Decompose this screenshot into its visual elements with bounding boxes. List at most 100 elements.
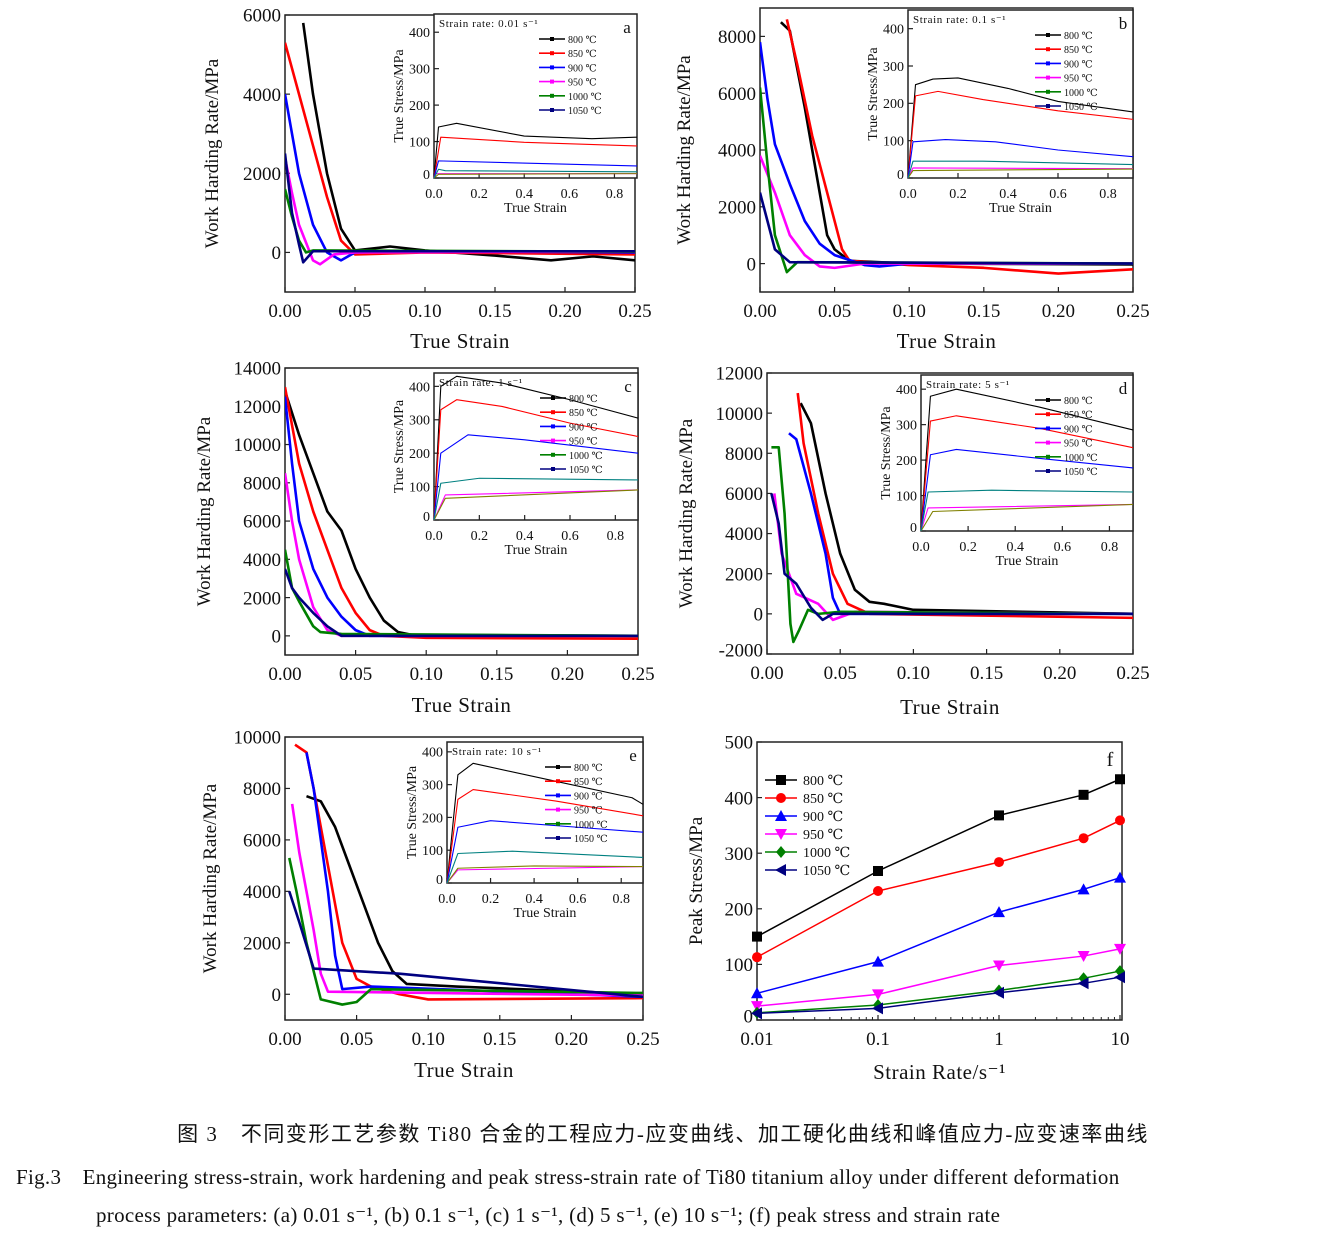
x-tick-label: 0.20 xyxy=(551,664,584,685)
inset-y-axis-label: True Stress/MPa xyxy=(879,406,894,500)
inset-series-line-inset1000 xyxy=(446,865,644,884)
series-line-800 xyxy=(285,390,638,638)
data-point-900 xyxy=(751,987,763,999)
inset-series-line-inset1050 xyxy=(446,850,644,884)
inset-y-tick-label: 400 xyxy=(422,746,443,761)
x-tick-label: 1 xyxy=(994,1029,1004,1050)
legend-label: 1050 ℃ xyxy=(569,465,603,476)
inset-y-axis-label: True Stress/MPa xyxy=(405,765,420,859)
inset-chart-a: 0 100 200 300 400 0.0 0.2 0.4 0.6 0.8 True Strain T… xyxy=(392,13,638,216)
legend-marker-950 xyxy=(1046,75,1050,80)
y-tick-label: 4000 xyxy=(243,550,281,571)
legend-label: 900 ℃ xyxy=(569,422,598,433)
legend-label: 900 ℃ xyxy=(1064,59,1093,70)
inset-x-tick-label: 0.0 xyxy=(425,529,443,544)
x-tick-label: 0.15 xyxy=(483,1029,516,1050)
legend-label: 800 ℃ xyxy=(569,394,598,405)
series-line-950 xyxy=(760,155,1133,270)
legend-marker-850 xyxy=(776,793,786,803)
legend-label: 850 ℃ xyxy=(568,49,597,60)
inset-series-line-inset1050 xyxy=(433,477,639,521)
x-tick-label: 0.15 xyxy=(480,664,513,685)
data-point-1050 xyxy=(751,1007,762,1020)
inset-y-tick-label: 0 xyxy=(910,521,917,536)
y-axis-label: Work Harding Rate/MPa xyxy=(202,58,223,248)
inset-strain-rate-label: Strain rate: 1 s⁻¹ xyxy=(439,377,523,389)
series-line-800 xyxy=(799,402,1133,616)
y-tick-label: 6000 xyxy=(243,6,281,27)
y-tick-label: 2000 xyxy=(243,933,281,954)
inset-strain-rate-label: Strain rate: 10 s⁻¹ xyxy=(452,746,542,758)
x-tick-label: 0.25 xyxy=(621,664,654,685)
inset-x-tick-label: 0.8 xyxy=(606,187,624,202)
y-tick-label: 4000 xyxy=(718,141,756,162)
panel-label-c: c xyxy=(624,377,632,396)
series-line-1000 xyxy=(285,549,638,638)
inset-series-line-800 xyxy=(920,388,1134,532)
inset-chart-c: 0 100 200 300 400 0.0 0.2 0.4 0.6 0.8 True Strain T… xyxy=(392,372,639,558)
legend-marker-850 xyxy=(556,779,560,784)
inset-x-tick-label: 0.0 xyxy=(899,187,917,202)
legend-label: 900 ℃ xyxy=(803,810,843,825)
inset-series-line-900 xyxy=(433,160,638,179)
legend-label: 1000 ℃ xyxy=(1064,453,1098,464)
inset-y-tick-label: 100 xyxy=(422,844,443,859)
inset-series-line-800 xyxy=(907,77,1134,179)
series-line-950 xyxy=(285,157,635,266)
x-tick-label: 0.00 xyxy=(268,664,301,685)
y-tick-label: 10000 xyxy=(234,435,282,456)
data-point-950 xyxy=(1077,951,1090,963)
series-line-1000 xyxy=(756,970,1121,1014)
inset-series-line-inset1050 xyxy=(433,168,638,179)
series-line-1000 xyxy=(288,857,643,1006)
x-tick-label: 0.10 xyxy=(410,664,443,685)
legend-marker-850 xyxy=(1046,412,1050,417)
inset-y-tick-label: 400 xyxy=(883,23,904,38)
series-line-950 xyxy=(290,803,643,997)
legend-label: 950 ℃ xyxy=(569,437,598,448)
inset-series-line-950 xyxy=(920,503,1134,532)
inset-y-tick-label: 200 xyxy=(896,454,917,469)
legend-label: 850 ℃ xyxy=(569,408,598,419)
legend-marker-1050 xyxy=(1046,104,1050,108)
legend-marker-800 xyxy=(1046,398,1050,402)
y-tick-label: 4000 xyxy=(243,882,281,903)
inset-series-line-850 xyxy=(920,415,1134,532)
data-point-900 xyxy=(872,955,884,967)
inset-series-line-850 xyxy=(433,399,639,521)
inset-series-line-inset1050 xyxy=(907,160,1134,179)
inset-series-line-850 xyxy=(907,90,1134,179)
inset-x-tick-label: 0.6 xyxy=(1054,540,1072,555)
inset-x-tick-label: 0.2 xyxy=(959,540,977,555)
x-axis-label: True Strain xyxy=(410,329,510,353)
panel-label-d: d xyxy=(1119,379,1128,398)
x-tick-label: 0.20 xyxy=(1042,301,1075,322)
y-tick-label: 10000 xyxy=(234,728,282,749)
legend-marker-900 xyxy=(1046,426,1050,431)
x-axis-label: True Strain xyxy=(900,695,1000,719)
inset-series-line-850 xyxy=(433,136,638,179)
inset-y-tick-label: 300 xyxy=(883,60,904,75)
x-tick-label: 0.05 xyxy=(340,1029,373,1050)
y-tick-label: 6000 xyxy=(243,831,281,852)
y-tick-label: 0 xyxy=(272,627,282,648)
inset-x-tick-label: 0.6 xyxy=(569,892,587,907)
inset-y-tick-label: 400 xyxy=(409,26,430,41)
inset-y-tick-label: 0 xyxy=(423,510,430,525)
data-point-800 xyxy=(873,865,883,876)
inset-series-line-inset1000 xyxy=(433,489,639,521)
y-tick-label: 10000 xyxy=(716,404,764,425)
inset-y-tick-label: 0 xyxy=(436,873,443,888)
y-tick-label: 0 xyxy=(747,254,757,275)
x-axis-label: True Strain xyxy=(897,329,997,353)
y-tick-label: 8000 xyxy=(718,27,756,48)
series-line-1050 xyxy=(288,890,643,999)
inset-chart-d: 0 100 200 300 400 0.0 0.2 0.4 0.6 0.8 True Strain T… xyxy=(879,374,1134,569)
legend-marker-1050 xyxy=(775,864,786,876)
inset-series-line-inset1000 xyxy=(907,168,1134,179)
y-tick-label: 2000 xyxy=(718,197,756,218)
panel-label-f: f xyxy=(1107,749,1114,771)
